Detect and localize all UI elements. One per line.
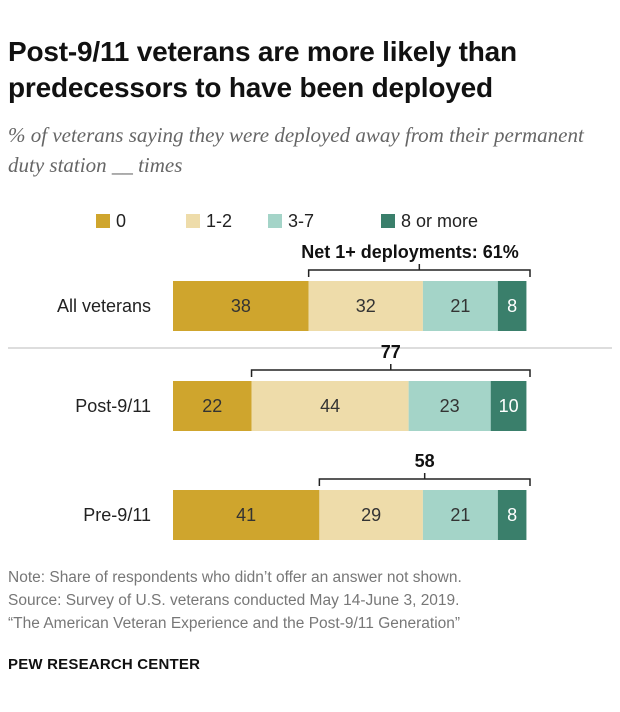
bar-row: Post-9/11 22 44 23 10 77 [75, 342, 531, 431]
chart-title: Post-9/11 veterans are more likely than … [8, 36, 517, 103]
net-label: Net 1+ deployments: 61% [301, 242, 519, 262]
bar-segment [422, 490, 498, 540]
net-label: 58 [415, 451, 435, 471]
bar-segment [173, 381, 252, 431]
bar-segment [251, 381, 409, 431]
report-title-text: “The American Veteran Experience and the… [8, 615, 461, 632]
legend-label-3: 8 or more [401, 211, 478, 231]
source-text: Source: Survey of U.S. veterans conducte… [8, 592, 460, 609]
data-label: 32 [356, 296, 376, 316]
category-label: Post-9/11 [75, 396, 151, 416]
legend-label-1: 1-2 [206, 211, 232, 231]
bar-segment [173, 281, 309, 331]
bar-segment [490, 381, 527, 431]
data-label: 10 [499, 396, 519, 416]
chart-rows: All veterans 38 32 21 8 Net 1+ deployments: 6… [8, 242, 612, 540]
bar-segment [308, 281, 423, 331]
data-label: 41 [236, 505, 256, 525]
data-label: 21 [450, 296, 470, 316]
bar-segment [173, 490, 320, 540]
data-label: 23 [440, 396, 460, 416]
legend-swatch-1 [186, 214, 200, 228]
net-bracket [307, 264, 531, 277]
bar-segment [422, 281, 498, 331]
net-label: 77 [381, 342, 401, 362]
bar-segment [319, 490, 423, 540]
data-label: 8 [507, 505, 517, 525]
legend-swatch-2 [268, 214, 282, 228]
legend: 0 1-2 3-7 8 or more [96, 211, 478, 231]
legend-label-2: 3-7 [288, 211, 314, 231]
legend-swatch-0 [96, 214, 110, 228]
bar-row: All veterans 38 32 21 8 Net 1+ deployments: 6… [57, 242, 531, 331]
data-label: 22 [202, 396, 222, 416]
category-label: Pre-9/11 [83, 505, 151, 525]
legend-label-0: 0 [116, 211, 126, 231]
net-bracket [318, 473, 531, 486]
net-bracket [250, 364, 531, 377]
data-label: 8 [507, 296, 517, 316]
bar-row: Pre-9/11 41 29 21 8 58 [83, 451, 531, 540]
data-label: 38 [231, 296, 251, 316]
category-label: All veterans [57, 296, 151, 316]
data-label: 29 [361, 505, 381, 525]
data-label: 21 [450, 505, 470, 525]
bar-segment [408, 381, 491, 431]
note-text: Note: Share of respondents who didn’t of… [8, 569, 462, 586]
legend-swatch-3 [381, 214, 395, 228]
chart-subtitle: % of veterans saying they were deployed … [8, 123, 584, 177]
data-label: 44 [320, 396, 340, 416]
bar-segment [497, 281, 527, 331]
org-logo-text: PEW RESEARCH CENTER [8, 656, 201, 673]
notes: Note: Share of respondents who didn’t of… [8, 566, 462, 635]
stacked-bar-chart: 0 1-2 3-7 8 or more All veterans 38 32 21 8 Net … [8, 211, 612, 540]
bar-segment [497, 490, 527, 540]
